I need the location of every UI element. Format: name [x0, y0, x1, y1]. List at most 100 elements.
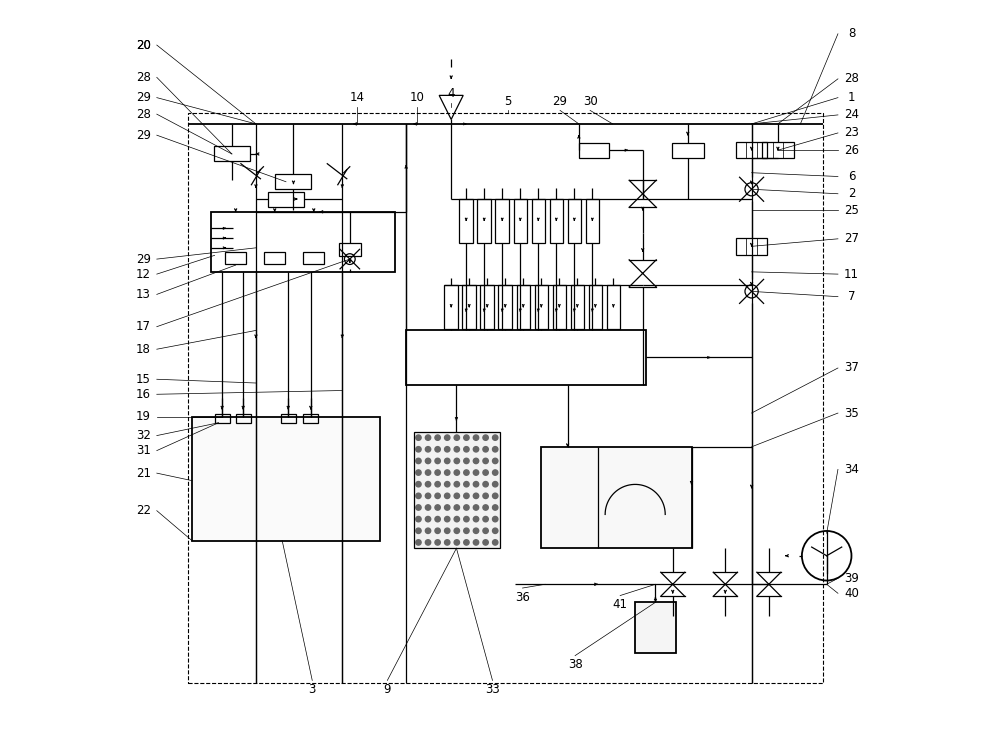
Text: 23: 23 [844, 126, 859, 140]
Text: 19: 19 [136, 410, 151, 424]
Text: 10: 10 [410, 91, 425, 104]
Bar [275, 174, 311, 189]
Circle shape [464, 528, 469, 533]
Text: 22: 22 [136, 504, 151, 517]
Circle shape [435, 435, 440, 440]
Circle shape [473, 447, 479, 452]
Text: 5: 5 [504, 95, 511, 108]
Bar [568, 199, 581, 243]
Bar [635, 602, 676, 653]
Bar [462, 285, 476, 329]
Circle shape [464, 481, 469, 487]
Text: 15: 15 [136, 372, 151, 386]
Text: 28: 28 [136, 107, 151, 121]
Bar [214, 146, 250, 161]
Circle shape [464, 447, 469, 452]
Bar [211, 212, 395, 272]
Circle shape [473, 517, 479, 522]
Circle shape [425, 435, 431, 440]
Text: 25: 25 [844, 204, 859, 217]
Bar [532, 199, 545, 243]
Circle shape [425, 493, 431, 499]
Circle shape [493, 505, 498, 510]
Circle shape [493, 540, 498, 545]
Bar [406, 330, 646, 385]
Circle shape [473, 528, 479, 533]
Text: 41: 41 [613, 598, 628, 611]
Circle shape [435, 458, 440, 463]
Bar [215, 414, 230, 423]
Circle shape [425, 517, 431, 522]
Text: 29: 29 [136, 91, 151, 104]
Bar [589, 285, 602, 329]
Bar [550, 199, 563, 243]
Bar [579, 143, 609, 158]
Circle shape [416, 458, 421, 463]
Bar [571, 285, 584, 329]
Circle shape [416, 505, 421, 510]
Text: 18: 18 [136, 342, 151, 356]
Text: 26: 26 [844, 143, 859, 157]
Circle shape [473, 470, 479, 475]
Circle shape [425, 481, 431, 487]
Text: 8: 8 [848, 27, 855, 41]
Circle shape [483, 493, 488, 499]
Circle shape [464, 505, 469, 510]
Circle shape [445, 540, 450, 545]
Circle shape [473, 505, 479, 510]
Circle shape [445, 458, 450, 463]
Circle shape [416, 493, 421, 499]
Circle shape [454, 493, 460, 499]
Circle shape [435, 447, 440, 452]
Circle shape [493, 493, 498, 499]
Circle shape [435, 517, 440, 522]
Bar [535, 285, 548, 329]
Circle shape [445, 447, 450, 452]
Text: 28: 28 [136, 71, 151, 84]
Bar [264, 252, 285, 264]
Bar [268, 192, 304, 207]
Text: 34: 34 [844, 463, 859, 476]
Circle shape [454, 528, 460, 533]
Circle shape [445, 517, 450, 522]
Bar [225, 252, 246, 264]
Circle shape [464, 493, 469, 499]
Circle shape [464, 435, 469, 440]
Circle shape [435, 470, 440, 475]
Text: 28: 28 [844, 72, 859, 86]
Circle shape [445, 435, 450, 440]
Circle shape [473, 540, 479, 545]
Text: 37: 37 [844, 361, 859, 375]
Circle shape [425, 505, 431, 510]
Circle shape [473, 435, 479, 440]
Circle shape [435, 505, 440, 510]
Text: 33: 33 [485, 683, 500, 696]
Bar [541, 447, 692, 548]
Text: 17: 17 [136, 320, 151, 333]
Circle shape [416, 447, 421, 452]
Circle shape [483, 517, 488, 522]
Circle shape [473, 481, 479, 487]
Circle shape [493, 458, 498, 463]
Circle shape [473, 458, 479, 463]
Bar [762, 142, 794, 158]
Circle shape [445, 528, 450, 533]
Bar [586, 199, 599, 243]
Text: 3: 3 [309, 683, 316, 696]
Circle shape [416, 470, 421, 475]
Circle shape [483, 540, 488, 545]
Text: 16: 16 [136, 388, 151, 401]
Text: 36: 36 [515, 590, 530, 604]
Bar [236, 414, 251, 423]
Circle shape [454, 481, 460, 487]
Text: 29: 29 [553, 95, 568, 108]
Text: 13: 13 [136, 288, 151, 301]
Circle shape [483, 528, 488, 533]
Circle shape [435, 481, 440, 487]
Circle shape [483, 470, 488, 475]
Bar [495, 199, 509, 243]
Bar [480, 285, 494, 329]
Bar [192, 417, 380, 541]
Bar [477, 199, 491, 243]
Circle shape [493, 447, 498, 452]
